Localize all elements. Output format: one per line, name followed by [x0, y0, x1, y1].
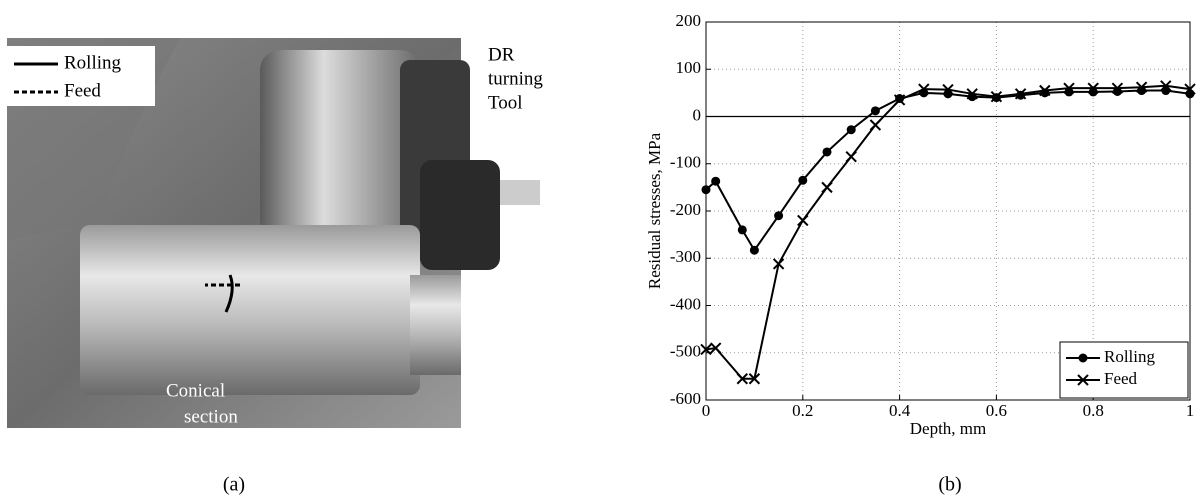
y-tick-label: 0: [693, 105, 702, 124]
marker: [870, 106, 880, 116]
tool-label: turning: [488, 68, 543, 89]
marker: [942, 83, 954, 96]
marker: [869, 119, 882, 131]
marker: [1185, 89, 1195, 99]
y-tick-label: -400: [670, 294, 701, 313]
marker: [845, 150, 857, 163]
marker: [1039, 84, 1051, 97]
caption: (a): [223, 474, 245, 496]
rolling-arrow: [224, 274, 234, 313]
marker: [895, 94, 905, 104]
marker: [774, 211, 784, 221]
marker: [1135, 81, 1148, 93]
tool-label: DR: [488, 44, 515, 65]
marker: [966, 88, 978, 100]
y-tick-label: 200: [676, 11, 702, 30]
section-label: Conical: [166, 380, 225, 401]
tool-body: [260, 50, 420, 240]
y-tick-label: -300: [670, 247, 701, 266]
caption: (b): [938, 474, 961, 496]
photo: Rolling Feed DR turning Tool Conical sec…: [7, 38, 553, 428]
tool-head: [420, 160, 500, 270]
y-tick-label: -500: [670, 342, 701, 361]
marker: [1063, 82, 1075, 94]
marker: [1016, 90, 1026, 100]
marker: [822, 147, 832, 157]
legend-label: Rolling: [1104, 347, 1156, 366]
tool-label-box: [471, 38, 553, 124]
x-tick-label: 0.6: [986, 401, 1007, 420]
marker: [1087, 82, 1099, 94]
marker: [918, 83, 930, 95]
workpiece: [80, 225, 420, 395]
photo-legend-label: Feed: [64, 80, 101, 101]
legend-marker: [1078, 353, 1088, 363]
marker: [701, 185, 711, 195]
x-axis-label: Depth, mm: [910, 419, 987, 438]
thread: [410, 275, 461, 375]
marker: [990, 90, 1003, 103]
y-axis-label: Residual stresses, MPa: [645, 132, 664, 289]
marker: [1160, 80, 1172, 92]
x-tick-label: 0.2: [792, 401, 813, 420]
tool-label: Tool: [488, 92, 523, 113]
photo-legend-label: Rolling: [64, 52, 122, 73]
x-tick-label: 0.4: [889, 401, 911, 420]
marker: [846, 125, 856, 135]
series-line: [705, 84, 1191, 380]
marker: [1184, 83, 1196, 95]
marker: [893, 94, 906, 106]
nozzle: [500, 180, 540, 205]
marker: [821, 181, 833, 194]
x-tick-label: 0: [702, 401, 711, 420]
section-label: section: [184, 406, 238, 427]
marker: [1111, 82, 1124, 94]
photo-legend-box: [7, 46, 155, 106]
marker: [797, 214, 809, 227]
marker: [749, 245, 759, 255]
marker: [736, 373, 749, 385]
marker: [711, 176, 721, 186]
y-tick-label: -200: [670, 200, 701, 219]
marker: [772, 258, 785, 270]
marker: [700, 343, 712, 356]
y-tick-label: -100: [670, 153, 701, 172]
marker: [748, 373, 761, 385]
marker: [709, 342, 722, 354]
y-tick-label: -600: [670, 389, 701, 408]
legend-box: [1059, 341, 1189, 399]
series-line: [705, 89, 1191, 253]
legend-marker: [1077, 374, 1089, 386]
plot-frame: [705, 21, 1191, 401]
legend-label: Feed: [1104, 369, 1138, 388]
x-tick-label: 0.8: [1083, 401, 1104, 420]
y-tick-label: 100: [676, 58, 702, 77]
marker: [737, 225, 747, 235]
marker: [798, 175, 808, 185]
marker: [1161, 86, 1171, 96]
x-tick-label: 1: [1186, 401, 1195, 420]
marker: [1014, 88, 1027, 100]
